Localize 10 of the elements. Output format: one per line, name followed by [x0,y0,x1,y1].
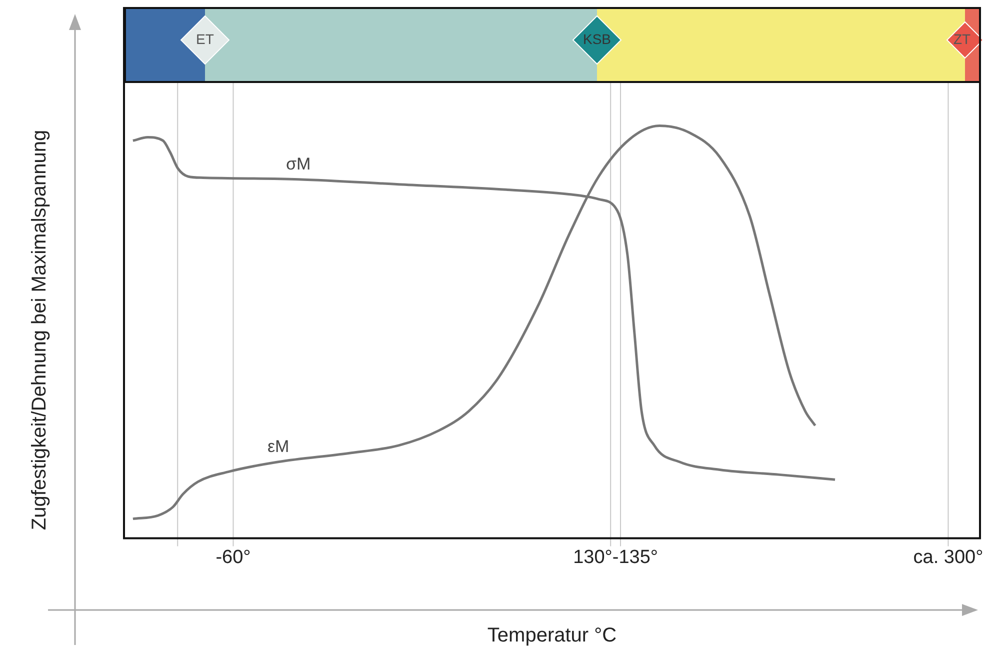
series-label: σM [286,154,311,174]
text: ET [196,31,214,47]
x-tick-label: ca. 300° [913,546,984,568]
x-axis-title: Temperatur °C [487,624,617,647]
text: ZT [953,31,971,47]
x-tick-label: 130°-135° [573,546,658,568]
x-tick-label: -60° [216,546,251,568]
series-label: εM [267,437,290,456]
y-axis-title: Zugfestigkeit/Dehnung bei Maximalspannung [28,130,51,530]
text: KSB [582,31,612,47]
